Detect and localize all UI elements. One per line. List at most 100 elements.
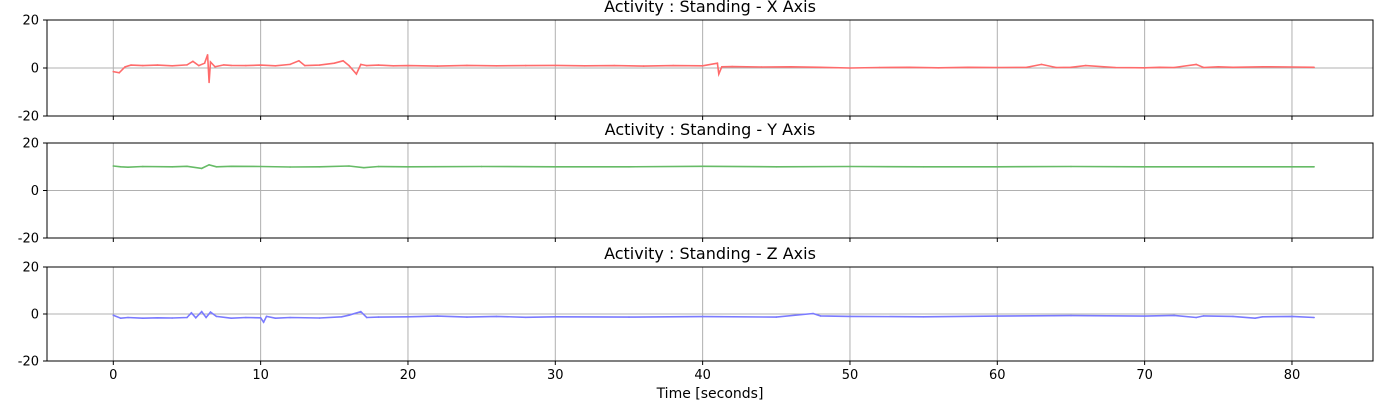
x-tick-label: 20 [400, 368, 417, 383]
x-tick-label: 30 [547, 368, 564, 383]
data-point-y [849, 165, 851, 168]
data-point-x [342, 60, 344, 62]
data-point-z [195, 317, 197, 319]
data-point-z [525, 316, 527, 319]
data-point-z [701, 315, 704, 318]
data-point-x [1217, 66, 1220, 68]
data-point-y [775, 166, 778, 168]
data-point-y [1313, 166, 1315, 168]
data-point-x [209, 61, 212, 63]
data-point-x [274, 65, 277, 67]
x-tick-label: 60 [989, 368, 1006, 383]
data-point-y [230, 165, 232, 168]
data-point-z [209, 311, 212, 313]
data-point-z [1232, 315, 1234, 318]
data-point-z [259, 317, 262, 319]
data-point-y [119, 166, 122, 168]
data-point-z [205, 316, 207, 319]
x-tick-label: 10 [252, 368, 269, 383]
data-point-x [348, 64, 350, 67]
data-point-z [1291, 315, 1293, 318]
data-point-x [672, 64, 674, 67]
data-point-z [849, 315, 851, 318]
data-point-x [819, 66, 822, 69]
data-point-z [466, 316, 468, 318]
data-point-z [1070, 314, 1072, 317]
data-point-y [200, 167, 203, 170]
data-point-x [360, 63, 362, 66]
data-point-y [215, 166, 218, 168]
data-point-x [171, 65, 173, 67]
data-point-z [495, 315, 498, 318]
data-point-z [200, 310, 203, 313]
data-point-y [171, 166, 173, 168]
data-point-x [407, 64, 409, 67]
data-point-x [112, 70, 115, 73]
y-tick-label: -20 [18, 232, 39, 247]
series-line-z [112, 310, 1315, 324]
plot-frame-y [46, 142, 1374, 239]
chart-title-x: Activity : Standing - X Axis [604, 0, 816, 16]
x-tick-label: 0 [109, 368, 117, 383]
x-tick-label: 50 [842, 368, 859, 383]
data-point-z [775, 316, 778, 318]
data-point-y [922, 166, 925, 168]
data-point-y [112, 165, 115, 167]
data-point-x [721, 66, 723, 68]
data-point-x [1291, 66, 1293, 68]
data-point-x [333, 62, 336, 64]
y-tick-label: 20 [22, 14, 39, 29]
data-point-x [377, 64, 380, 66]
data-point-z [340, 316, 343, 318]
data-point-x [1232, 66, 1234, 69]
series-line-x [113, 54, 1315, 83]
data-point-z [265, 315, 268, 318]
data-point-y [480, 165, 483, 168]
data-point-x [1055, 66, 1057, 69]
data-point-z [1254, 317, 1256, 320]
data-point-x [1114, 66, 1116, 69]
data-point-x [495, 65, 498, 67]
data-point-x [554, 64, 557, 67]
data-point-z [996, 315, 999, 317]
data-point-z [262, 321, 265, 324]
data-point-z [119, 317, 122, 320]
data-point-y [1070, 165, 1072, 168]
data-point-x [192, 60, 194, 63]
data-point-x [996, 66, 999, 69]
data-point-y [289, 166, 291, 168]
y-tick-label: 0 [31, 184, 39, 199]
data-point-y [186, 165, 188, 168]
data-point-x [124, 66, 126, 68]
data-point-x [203, 62, 206, 64]
data-point-x [392, 65, 395, 67]
x-tick-label: 80 [1284, 368, 1301, 383]
y-tick-label: 0 [31, 62, 39, 77]
data-point-x [156, 64, 159, 66]
ticks-y: -20 0 20 [18, 137, 1293, 247]
data-point-x [937, 67, 940, 69]
data-point-x [584, 65, 586, 67]
data-point-x [208, 81, 210, 84]
x-tick-label: 70 [1136, 368, 1153, 383]
data-point-x [1173, 66, 1175, 69]
data-point-z [112, 314, 115, 317]
subplot-y-axis: Activity : Standing - Y Axis -20 0 20 [18, 120, 1374, 247]
data-point-z [156, 317, 159, 319]
data-point-x [466, 64, 468, 67]
data-point-x [1143, 67, 1146, 69]
data-point-x [1261, 66, 1264, 68]
data-point-x [1070, 66, 1072, 69]
data-point-z [215, 315, 218, 318]
data-point-z [142, 317, 144, 320]
data-point-z [436, 315, 439, 317]
data-point-x [365, 64, 368, 67]
data-point-z [274, 317, 277, 320]
data-point-z [318, 317, 321, 319]
data-point-x [1158, 66, 1161, 69]
data-point-z [245, 316, 247, 319]
data-point-y [363, 166, 365, 169]
data-point-x [701, 65, 704, 67]
subplot-x-axis: Activity : Standing - X Axis -20 0 20 [18, 0, 1374, 125]
